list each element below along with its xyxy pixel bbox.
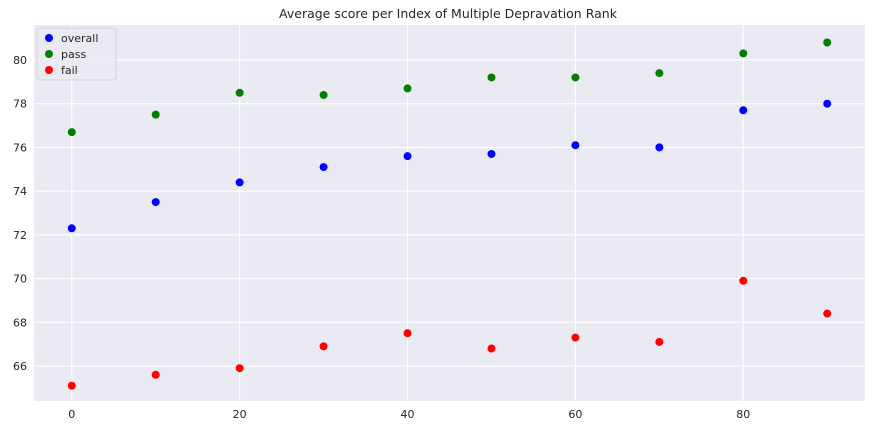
y-tick-label: 72 bbox=[13, 229, 27, 242]
pass-point bbox=[403, 84, 412, 93]
y-tick-label: 76 bbox=[13, 141, 27, 154]
pass-point bbox=[739, 49, 748, 58]
fail-point bbox=[67, 381, 76, 390]
overall-point bbox=[571, 141, 580, 150]
legend-label-fail: fail bbox=[61, 64, 78, 77]
chart-title: Average score per Index of Multiple Depr… bbox=[279, 6, 618, 21]
pass-point bbox=[319, 90, 328, 99]
x-axis-ticks: 0 20 40 60 80 bbox=[68, 408, 750, 421]
overall-point bbox=[739, 106, 748, 115]
fail-point bbox=[235, 364, 244, 373]
overall-point bbox=[151, 198, 160, 207]
legend-marker-fail bbox=[45, 66, 53, 74]
plot-area bbox=[34, 25, 865, 401]
y-tick-label: 74 bbox=[13, 185, 27, 198]
series-overall bbox=[67, 99, 832, 233]
y-tick-label: 80 bbox=[13, 54, 27, 67]
fail-point bbox=[403, 329, 412, 338]
x-tick-label: 40 bbox=[401, 408, 415, 421]
series-pass bbox=[67, 38, 832, 137]
fail-point bbox=[487, 344, 496, 353]
overall-point bbox=[67, 224, 76, 233]
fail-point bbox=[571, 333, 580, 342]
overall-point bbox=[655, 143, 664, 152]
data-points bbox=[67, 38, 832, 390]
legend: overall pass fail bbox=[36, 27, 117, 81]
pass-point bbox=[67, 128, 76, 137]
x-tick-label: 80 bbox=[736, 408, 750, 421]
overall-point bbox=[487, 149, 496, 158]
pass-point bbox=[571, 73, 580, 82]
legend-label-overall: overall bbox=[61, 32, 98, 45]
y-tick-label: 78 bbox=[13, 98, 27, 111]
overall-point bbox=[235, 178, 244, 187]
x-tick-label: 0 bbox=[68, 408, 75, 421]
series-fail bbox=[67, 276, 832, 390]
pass-point bbox=[655, 69, 664, 78]
y-axis-ticks: 66 68 70 72 74 76 78 80 bbox=[13, 54, 27, 373]
fail-point bbox=[823, 309, 832, 318]
pass-point bbox=[487, 73, 496, 82]
x-tick-label: 60 bbox=[568, 408, 582, 421]
legend-marker-pass bbox=[45, 50, 53, 58]
y-tick-label: 66 bbox=[13, 360, 27, 373]
overall-point bbox=[319, 163, 328, 172]
pass-point bbox=[235, 88, 244, 97]
fail-point bbox=[739, 276, 748, 285]
legend-box bbox=[36, 27, 117, 81]
pass-point bbox=[151, 110, 160, 119]
x-tick-label: 20 bbox=[233, 408, 247, 421]
y-tick-label: 68 bbox=[13, 316, 27, 329]
overall-point bbox=[403, 152, 412, 161]
fail-point bbox=[655, 337, 664, 346]
legend-label-pass: pass bbox=[61, 48, 86, 61]
y-tick-label: 70 bbox=[13, 273, 27, 286]
overall-point bbox=[823, 99, 832, 108]
legend-marker-overall bbox=[45, 34, 53, 42]
pass-point bbox=[823, 38, 832, 47]
fail-point bbox=[151, 370, 160, 379]
fail-point bbox=[319, 342, 328, 351]
